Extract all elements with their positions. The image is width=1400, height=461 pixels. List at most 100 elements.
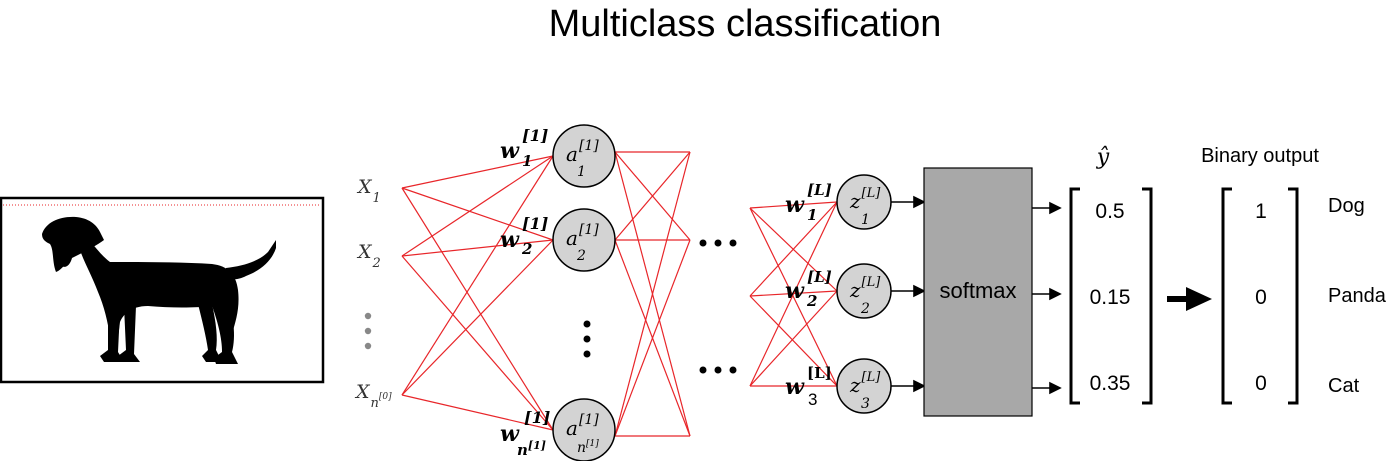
node-subscript: 1 [861,212,870,228]
softmax-to-output-arrows [1032,201,1062,395]
node-subscript: n [577,440,586,456]
weight-superscript: [1] [522,214,548,233]
node-superscript: [1] [579,138,599,154]
weight-base: w [500,421,520,447]
weight-base: w [785,192,805,218]
svg-text:w: w [500,138,520,164]
node-superscript: [L] [862,275,882,290]
svg-text:a[1]: a[1] [566,138,599,166]
input-base: X [356,241,373,263]
node-superscript: [L] [862,186,882,201]
last-layer-connection [749,201,838,209]
svg-text:X2: X2 [356,241,381,271]
last-layer-connection [749,290,838,387]
node-superscript: [1] [579,222,599,238]
hidden-forward-connection [614,239,691,437]
input-image [0,196,325,384]
input-x1: X1 [356,176,381,206]
weight-subscript: 2 [806,292,817,310]
weight-subscript: 1 [807,206,817,224]
binary-value-cat: 0 [1255,372,1267,395]
input-hidden-connection [401,187,554,241]
node-base: z [849,189,861,213]
svg-text:z[L]: z[L] [849,370,881,397]
svg-text:w: w [500,227,520,253]
hidden-node-n: a[1] n[1] [552,398,616,461]
input-base: X [354,381,371,403]
weight-superscript: [L] [807,181,832,199]
hidden-weight-2: w [1] 2 [500,214,548,258]
binary-output-header: Binary output [1201,145,1319,167]
yhat-value-cat: 0.35 [1090,372,1131,395]
class-label-panda: Panda [1328,285,1387,307]
svg-text:w: w [785,374,805,400]
svg-text:z[L]: z[L] [849,186,881,213]
weight-subscript: 2 [521,240,532,258]
last-layer-connection [749,207,838,387]
hidden-forward-connection [614,151,691,241]
input-subscript: 1 [373,191,381,206]
svg-text:n[1]: n[1] [517,439,546,459]
network-connections [401,151,838,437]
conversion-arrow-icon [1167,287,1212,311]
last-layer-connection [749,201,838,387]
weight-superscript: [1] [522,126,548,145]
node-base: z [849,278,861,302]
weight-subscript: n [517,441,528,459]
input-hidden-connection [401,255,554,431]
output-weight-3: w [L] 3 [785,364,832,409]
weight-subscript: 1 [522,152,532,170]
node-sub-superscript: [1] [586,439,599,449]
last-layer-connection [749,201,838,297]
svg-text:w: w [785,192,805,218]
softmax-label: softmax [939,278,1016,303]
input-x2: X2 [356,241,381,271]
output-node-3: z[L] 3 [836,358,892,414]
yhat-vector-brackets [1069,187,1153,405]
input-sub-superscript: [0] [379,392,392,402]
hidden-weight-n: w [1] n[1] [500,408,550,459]
weight-base: w [500,227,520,253]
input-xn: Xn[0] [354,381,392,411]
binary-value-dog: 1 [1255,200,1267,223]
hidden-ellipsis-dots [583,320,591,358]
diagram-title: Multiclass classification [549,3,942,45]
input-hidden-connection [401,187,554,431]
svg-text:z[L]: z[L] [849,275,881,302]
input-hidden-connection [401,155,554,257]
hidden-node-1: a[1] 1 [552,124,616,188]
hidden-node-2: a[1] 2 [552,208,616,272]
weight-base: w [500,138,520,164]
node-subscript: 3 [861,396,870,412]
input-ellipsis-dots [364,312,372,350]
yhat-value-panda: 0.15 [1090,286,1131,309]
svg-text:w: w [785,278,805,304]
node-superscript: [1] [579,412,599,428]
svg-text:n[1]: n[1] [577,439,599,456]
layer-ellipsis-top [699,239,737,247]
binary-vector-brackets [1221,187,1299,405]
weight-superscript: [1] [524,408,550,427]
hidden-weight-1: w [1] 1 [500,126,548,170]
yhat-value-dog: 0.5 [1095,200,1124,223]
weight-subscript: 3 [808,390,817,409]
weight-superscript: [L] [807,268,832,286]
weight-base: w [785,374,805,400]
output-weight-1: w [L] 1 [785,181,832,224]
svg-text:a[1]: a[1] [566,222,599,250]
output-weight-2: w [L] 2 [785,268,832,310]
weight-superscript: [L] [807,364,832,382]
input-subscript: 2 [372,256,381,271]
node-to-softmax-arrows [891,195,926,393]
input-hidden-connection [401,394,554,431]
input-hidden-connection [401,155,554,396]
node-base: a [566,416,578,440]
input-subscript: n [371,396,379,411]
svg-text:X1: X1 [356,176,381,206]
input-base: X [356,176,373,198]
layer-ellipsis-bottom [699,366,737,374]
svg-text:Xn[0]: Xn[0] [354,381,392,411]
input-hidden-connection [401,239,554,257]
last-layer-connection [749,295,838,387]
